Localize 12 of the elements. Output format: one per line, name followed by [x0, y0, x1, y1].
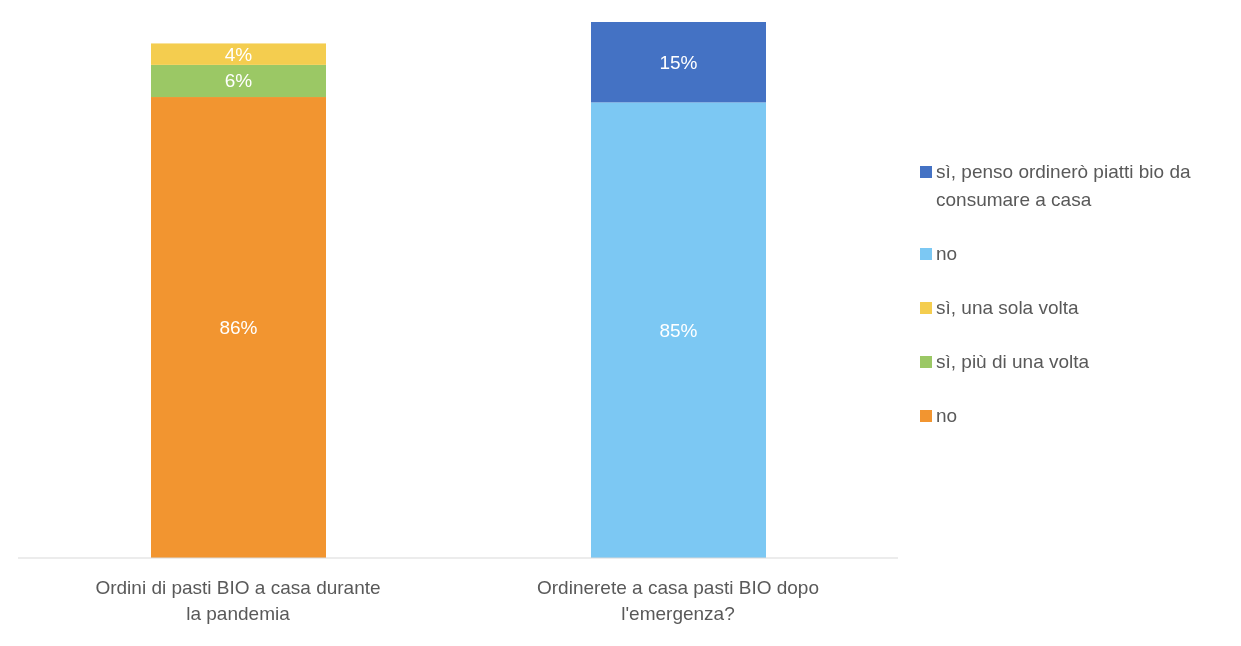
- legend-label: sì, più di una volta: [936, 350, 1090, 374]
- x-tick-label: Ordinerete a casa pasti BIO dopo l'emergenza?: [537, 577, 819, 624]
- data-label: 4%: [224, 43, 253, 65]
- data-label: 86%: [219, 317, 258, 339]
- data-label: 6%: [224, 70, 253, 92]
- legend-label: no: [936, 242, 958, 266]
- legend-label: sì, una sola volta: [936, 296, 1079, 320]
- legend-label: no: [936, 404, 958, 428]
- data-label: 15%: [659, 51, 698, 73]
- legend-label: sì, penso ordinerò piatti bio da consumare a casa: [936, 160, 1192, 212]
- x-tick-label: Ordini di pasti BIO a casa durante la pandemia: [95, 577, 381, 624]
- data-label: 85%: [659, 319, 698, 341]
